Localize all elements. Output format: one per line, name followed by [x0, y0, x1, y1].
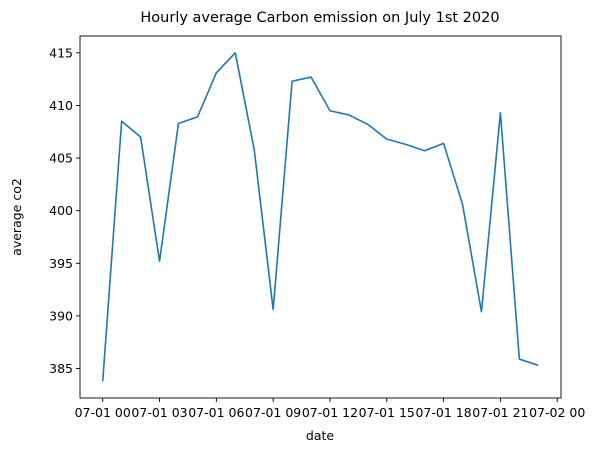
- x-tick-label: 07-01 00: [75, 405, 131, 420]
- x-axis-label: date: [306, 428, 334, 443]
- y-tick-label: 385: [49, 361, 73, 376]
- y-tick-label: 415: [49, 45, 73, 60]
- x-axis: 07-01 00 07-01 03 07-01 06 07-01 09 07-01 12…: [75, 398, 585, 420]
- y-tick-label: 410: [49, 98, 73, 113]
- x-tick-label: 07-01 12: [302, 405, 358, 420]
- y-tick-label: 395: [49, 256, 73, 271]
- x-tick-label: 07-01 18: [415, 405, 471, 420]
- x-tick-label: 07-01 03: [131, 405, 187, 420]
- y-axis-label: average co2: [9, 178, 24, 256]
- series-line: [101, 52, 539, 382]
- y-tick-label: 390: [49, 308, 73, 323]
- x-tick-label: 07-02 00: [529, 405, 585, 420]
- series-layer: [101, 52, 539, 382]
- x-tick-label: 07-01 15: [359, 405, 415, 420]
- x-tick-label: 07-01 06: [188, 405, 244, 420]
- x-tick-label: 07-01 09: [245, 405, 301, 420]
- plot-frame: [79, 35, 562, 399]
- y-axis: 385 390 395 400 405 410 415: [49, 45, 80, 376]
- x-tick-label: 07-01 21: [472, 405, 528, 420]
- y-tick-label: 405: [49, 151, 73, 166]
- chart-title: Hourly average Carbon emission on July 1…: [140, 10, 499, 26]
- y-tick-label: 400: [49, 203, 73, 218]
